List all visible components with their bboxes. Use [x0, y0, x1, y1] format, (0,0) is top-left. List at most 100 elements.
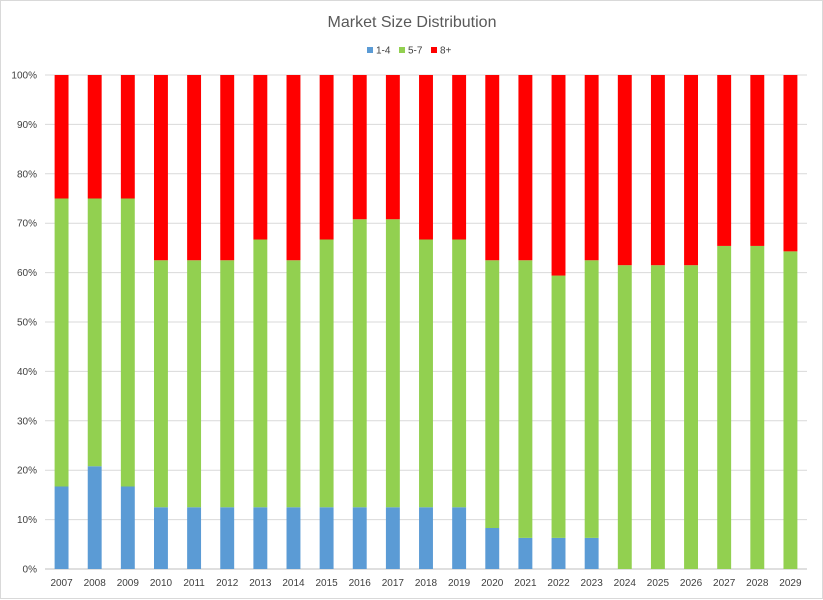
legend-label: 8+ — [440, 46, 452, 57]
bar-segment-5-7 — [584, 260, 599, 538]
bar-segment-1-4 — [120, 486, 135, 569]
y-tick-label: 90% — [17, 120, 37, 131]
x-tick-label: 2017 — [382, 578, 405, 589]
x-tick-label: 2019 — [448, 578, 471, 589]
bar-segment-8+ — [783, 75, 798, 252]
x-tick-label: 2014 — [282, 578, 305, 589]
bar-segment-1-4 — [87, 466, 102, 569]
legend: 1-4 5-7 8+ — [367, 46, 452, 57]
x-tick-label: 2011 — [183, 578, 205, 589]
x-tick-label: 2009 — [117, 578, 140, 589]
bar-segment-1-4 — [319, 507, 334, 569]
bar-segment-5-7 — [684, 265, 699, 569]
bar-segment-8+ — [385, 75, 400, 220]
x-tick-label: 2013 — [249, 578, 272, 589]
bar-segment-8+ — [153, 75, 168, 261]
x-tick-label: 2024 — [614, 578, 637, 589]
bar-segment-8+ — [120, 75, 135, 199]
x-tick-label: 2021 — [514, 578, 537, 589]
legend-label: 5-7 — [408, 46, 423, 57]
bar-segment-8+ — [750, 75, 765, 246]
y-tick-label: 10% — [17, 515, 37, 526]
bar-segment-5-7 — [717, 245, 732, 569]
legend-swatch — [399, 47, 405, 53]
x-tick-label: 2012 — [216, 578, 239, 589]
x-tick-label: 2015 — [315, 578, 338, 589]
bar-segment-1-4 — [385, 507, 400, 569]
bar-segment-8+ — [684, 75, 699, 266]
bar-segment-5-7 — [120, 198, 135, 487]
x-tick-label: 2018 — [415, 578, 438, 589]
bar-segment-1-4 — [419, 507, 433, 569]
y-tick-label: 80% — [17, 169, 37, 180]
bar-segment-5-7 — [319, 239, 334, 508]
x-tick-label: 2022 — [547, 578, 570, 589]
x-tick-label: 2008 — [84, 578, 107, 589]
bar-segment-8+ — [253, 75, 268, 240]
bar-segment-5-7 — [153, 260, 168, 508]
bar-segment-8+ — [187, 75, 202, 261]
bar-segment-1-4 — [286, 507, 301, 569]
bar-segment-8+ — [319, 75, 334, 240]
legend-swatch — [431, 47, 437, 53]
legend-label: 1-4 — [376, 46, 391, 57]
bar-segment-5-7 — [650, 265, 665, 569]
bar-segment-8+ — [650, 75, 665, 266]
x-tick-label: 2029 — [779, 578, 802, 589]
y-tick-label: 20% — [17, 466, 37, 477]
x-tick-label: 2028 — [746, 578, 769, 589]
bar-segment-8+ — [717, 75, 732, 246]
bar-segment-1-4 — [584, 537, 599, 569]
y-tick-label: 70% — [17, 219, 37, 230]
bar-segment-5-7 — [617, 265, 632, 569]
bar-segment-8+ — [617, 75, 632, 266]
bar-segment-8+ — [485, 75, 500, 261]
y-tick-label: 40% — [17, 367, 37, 378]
bar-segment-5-7 — [286, 260, 301, 508]
x-tick-label: 2025 — [647, 578, 670, 589]
x-tick-label: 2020 — [481, 578, 504, 589]
bar-segment-1-4 — [485, 527, 500, 569]
bars — [54, 75, 798, 569]
bar-segment-1-4 — [187, 507, 202, 569]
bar-segment-5-7 — [220, 260, 235, 508]
bar-segment-8+ — [584, 75, 599, 261]
x-axis-ticks: 2007 2008 2009 2010 2011 2012 2013 2014 2015 2016… — [50, 578, 802, 589]
bar-segment-5-7 — [253, 239, 268, 508]
y-axis-ticks: 0% 10% 20% 30% 40% 50% 60% 70% 80% 90% 100% — [11, 71, 37, 576]
bar-segment-1-4 — [518, 537, 533, 569]
x-tick-label: 2007 — [50, 578, 73, 589]
bar-segment-5-7 — [485, 260, 500, 528]
y-tick-label: 50% — [17, 318, 37, 329]
bar-segment-1-4 — [153, 507, 168, 569]
bar-segment-5-7 — [452, 239, 467, 508]
bar-segment-5-7 — [54, 198, 69, 487]
bar-segment-5-7 — [419, 239, 433, 508]
bar-segment-5-7 — [87, 198, 102, 467]
bar-segment-8+ — [54, 75, 69, 199]
bar-segment-8+ — [518, 75, 533, 261]
bar-segment-1-4 — [352, 507, 367, 569]
bar-segment-8+ — [452, 75, 467, 240]
x-tick-label: 2016 — [349, 578, 372, 589]
y-tick-label: 0% — [23, 565, 38, 576]
x-tick-label: 2010 — [150, 578, 173, 589]
x-tick-label: 2026 — [680, 578, 703, 589]
legend-swatch — [367, 47, 373, 53]
chart-title: Market Size Distribution — [328, 14, 497, 31]
bar-segment-8+ — [352, 75, 367, 220]
y-tick-label: 60% — [17, 268, 37, 279]
bar-segment-8+ — [551, 75, 566, 276]
y-tick-label: 100% — [11, 71, 37, 82]
bar-segment-5-7 — [385, 219, 400, 508]
bar-segment-8+ — [419, 75, 433, 240]
bar-segment-1-4 — [54, 486, 69, 569]
bar-segment-8+ — [286, 75, 301, 261]
bar-segment-1-4 — [220, 507, 235, 569]
bar-segment-1-4 — [253, 507, 268, 569]
bar-segment-1-4 — [452, 507, 467, 569]
bar-segment-8+ — [220, 75, 235, 261]
bar-segment-5-7 — [518, 260, 533, 538]
